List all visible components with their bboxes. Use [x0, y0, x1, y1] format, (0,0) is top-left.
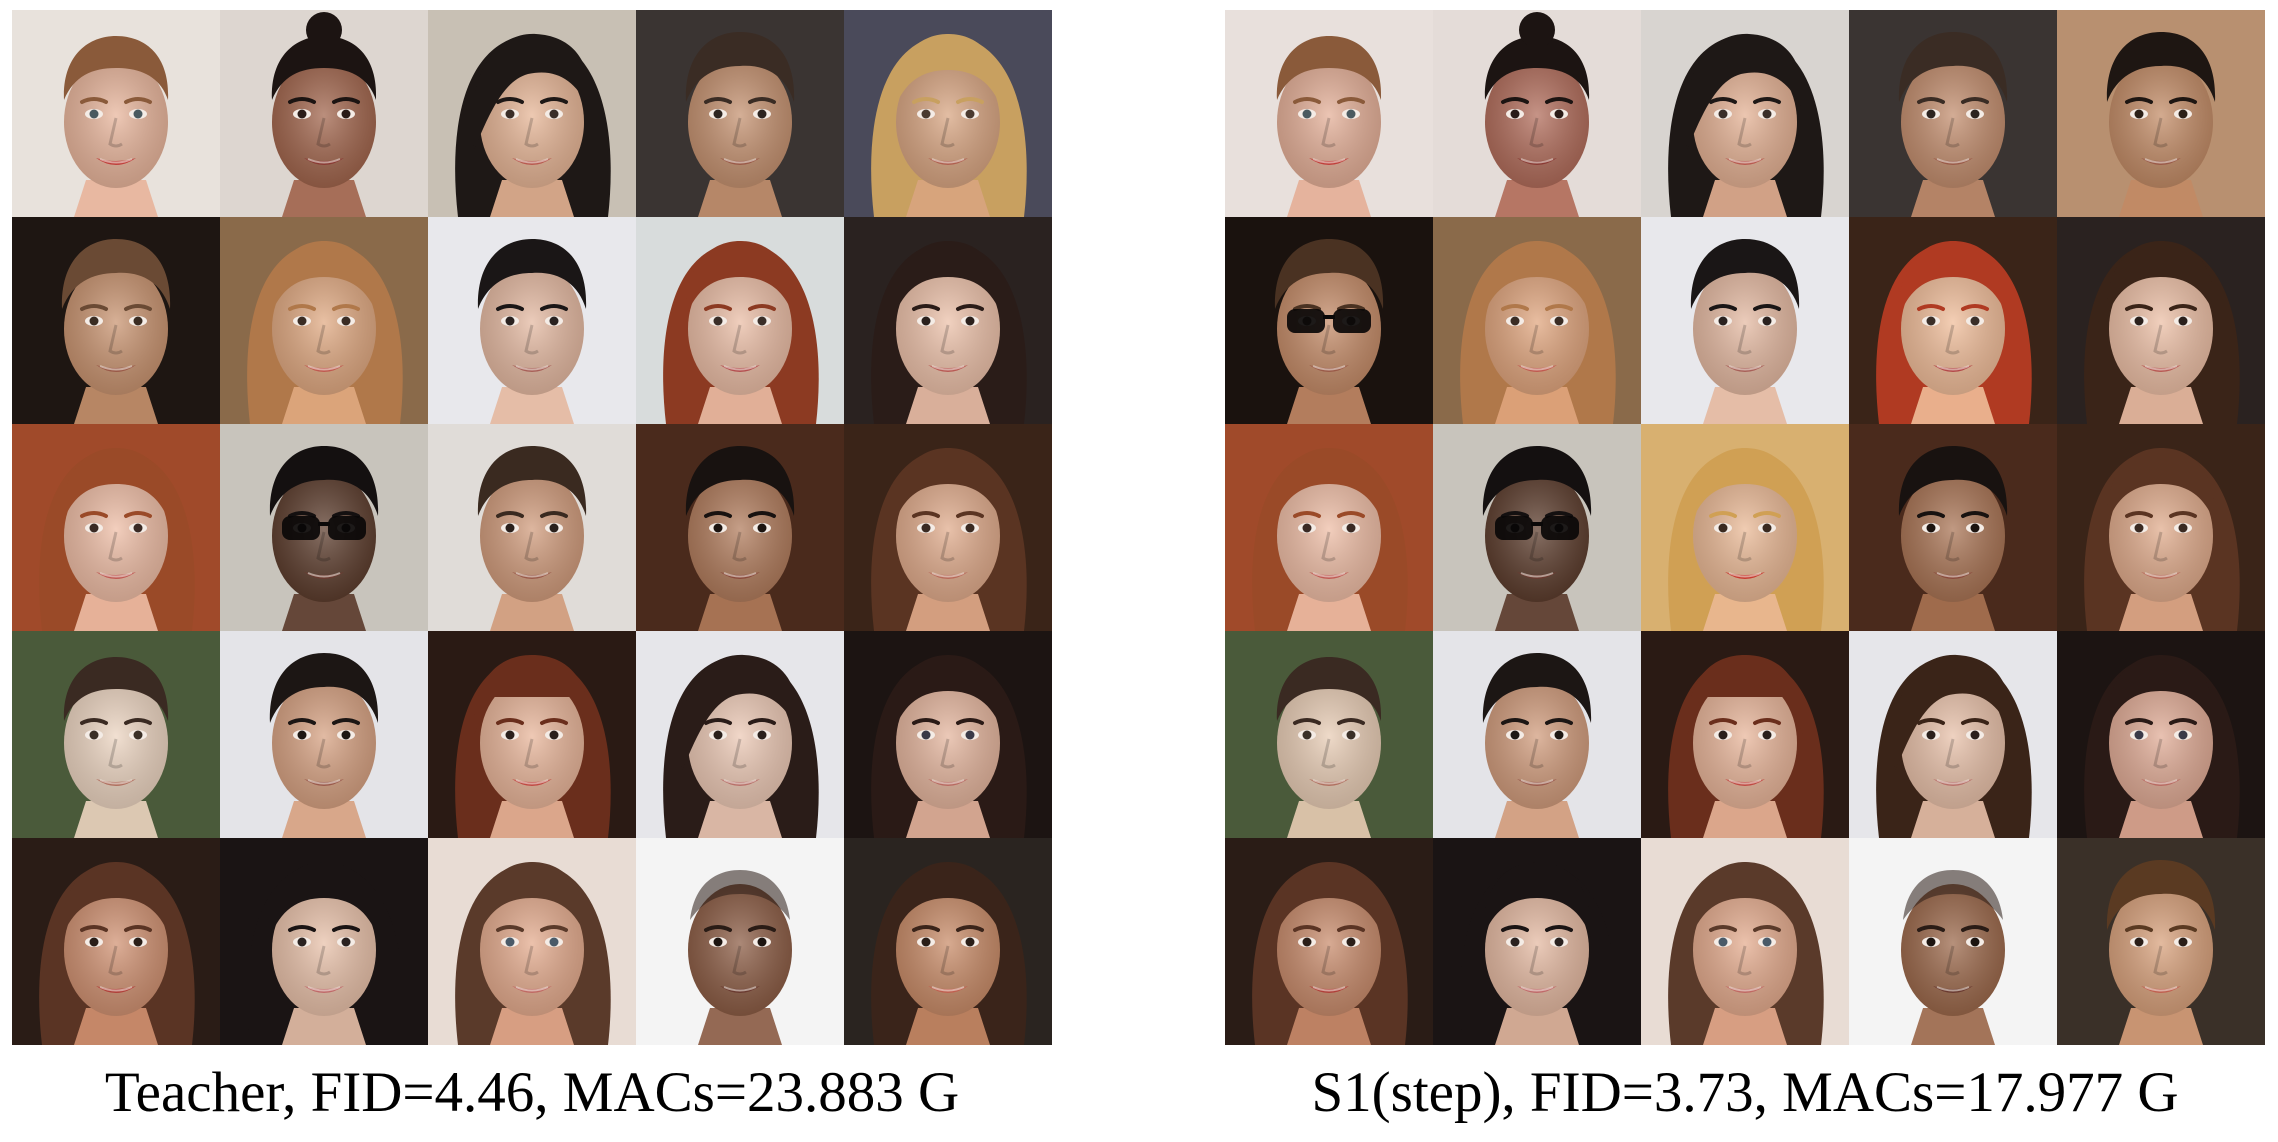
face-image	[428, 424, 636, 631]
face-image	[220, 10, 428, 217]
face-image	[1641, 424, 1849, 631]
face-image	[1849, 631, 2057, 838]
face-image	[1225, 424, 1433, 631]
face-image	[844, 631, 1052, 838]
face-image	[636, 631, 844, 838]
face-image	[844, 838, 1052, 1045]
face-image	[12, 10, 220, 217]
face-image	[220, 424, 428, 631]
face-image	[428, 217, 636, 424]
face-image	[12, 217, 220, 424]
face-image	[1641, 217, 1849, 424]
face-image	[1641, 838, 1849, 1045]
face-image	[844, 424, 1052, 631]
face-image	[2057, 217, 2265, 424]
face-image	[2057, 838, 2265, 1045]
face-image	[1225, 10, 1433, 217]
face-image	[1433, 631, 1641, 838]
face-image	[1641, 631, 1849, 838]
teacher-face-grid	[12, 10, 1052, 1045]
face-image	[1433, 217, 1641, 424]
student-face-grid	[1225, 10, 2265, 1045]
face-image	[428, 631, 636, 838]
teacher-panel	[12, 10, 1052, 1045]
face-image	[428, 10, 636, 217]
face-image	[636, 838, 844, 1045]
face-image	[220, 838, 428, 1045]
face-image	[636, 10, 844, 217]
face-image	[2057, 631, 2265, 838]
face-image	[1225, 631, 1433, 838]
face-image	[220, 631, 428, 838]
face-image	[12, 424, 220, 631]
face-image	[1433, 10, 1641, 217]
face-image	[2057, 10, 2265, 217]
face-image	[220, 217, 428, 424]
face-image	[1225, 217, 1433, 424]
face-image	[1849, 217, 2057, 424]
face-image	[1849, 838, 2057, 1045]
face-image	[636, 217, 844, 424]
teacher-caption: Teacher, FID=4.46, MACs=23.883 G	[104, 1061, 960, 1124]
face-image	[2057, 424, 2265, 631]
face-image	[12, 631, 220, 838]
student-caption: S1(step), FID=3.73, MACs=17.977 G	[1311, 1061, 2179, 1124]
face-image	[1849, 10, 2057, 217]
face-image	[636, 424, 844, 631]
face-image	[1849, 424, 2057, 631]
face-image	[844, 217, 1052, 424]
face-image	[1225, 838, 1433, 1045]
face-image	[1641, 10, 1849, 217]
face-image	[844, 10, 1052, 217]
face-image	[1433, 838, 1641, 1045]
face-image	[428, 838, 636, 1045]
face-image	[12, 838, 220, 1045]
student-panel	[1225, 10, 2265, 1045]
face-image	[1433, 424, 1641, 631]
